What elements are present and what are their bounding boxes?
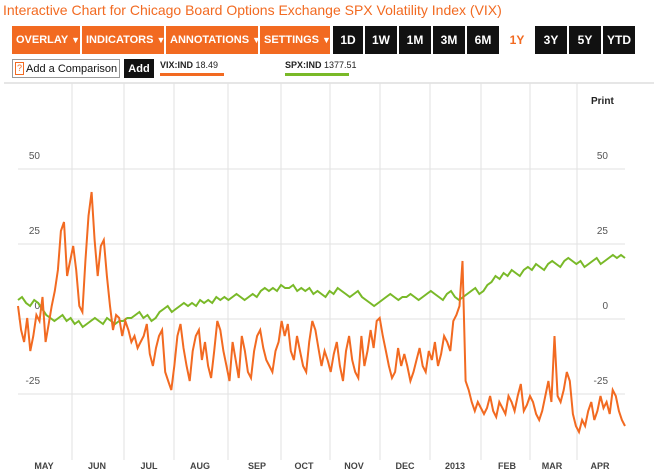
left-tick-label: 25 bbox=[29, 226, 41, 237]
x-axis: MAY JUN JUL AUG SEP OCT NOV DEC 2013 FEB MAR APR bbox=[34, 461, 610, 471]
x-tick-label: SEP bbox=[248, 461, 266, 471]
right-tick-label: 25 bbox=[597, 226, 609, 237]
left-tick-label: -25 bbox=[26, 376, 41, 387]
legend-vix-swatch bbox=[160, 73, 224, 76]
print-link[interactable]: Print bbox=[591, 96, 614, 107]
x-tick-label: DEC bbox=[395, 461, 415, 471]
vertical-gridlines bbox=[71, 83, 578, 460]
comparison-input[interactable]: ? Add a Comparison bbox=[12, 59, 120, 78]
settings-menu-button[interactable]: SETTINGS ▼ bbox=[260, 26, 331, 54]
range-3m-button[interactable]: 3M bbox=[433, 26, 465, 54]
left-tick-label: 50 bbox=[29, 151, 41, 162]
series-line-vix bbox=[17, 191, 626, 435]
legend-spx-swatch bbox=[285, 73, 349, 76]
range-6m-button[interactable]: 6M bbox=[467, 26, 499, 54]
range-5y-button[interactable]: 5Y bbox=[569, 26, 601, 54]
x-tick-label: OCT bbox=[295, 461, 315, 471]
legend-spx-value: 1377.51 bbox=[324, 60, 357, 70]
right-tick-label: 0 bbox=[602, 301, 608, 312]
right-tick-label: 50 bbox=[597, 151, 609, 162]
range-1w-button[interactable]: 1W bbox=[365, 26, 397, 54]
chevron-down-icon: ▼ bbox=[252, 35, 261, 45]
x-tick-label: MAY bbox=[34, 461, 53, 471]
annotations-menu-label: ANNOTATIONS bbox=[170, 34, 250, 46]
right-tick-label: -25 bbox=[594, 376, 609, 387]
range-ytd-button[interactable]: YTD bbox=[603, 26, 635, 54]
legend-vix: VIX:IND 18.49 bbox=[160, 60, 224, 76]
range-1m-button[interactable]: 1M bbox=[399, 26, 431, 54]
x-tick-label: AUG bbox=[190, 461, 210, 471]
indicators-menu-button[interactable]: INDICATORS ▼ bbox=[82, 26, 166, 54]
range-1d-button[interactable]: 1D bbox=[333, 26, 363, 54]
x-tick-label: APR bbox=[590, 461, 610, 471]
indicators-menu-label: INDICATORS bbox=[86, 34, 154, 46]
chart-toolbar: OVERLAY ▼ INDICATORS ▼ ANNOTATIONS ▼ SET… bbox=[12, 26, 637, 54]
chevron-down-icon: ▼ bbox=[322, 35, 331, 45]
chevron-down-icon: ▼ bbox=[71, 35, 81, 45]
legend-spx-symbol: SPX:IND bbox=[285, 60, 322, 70]
x-tick-label: 2013 bbox=[445, 461, 465, 471]
legend-vix-symbol: VIX:IND bbox=[160, 60, 194, 70]
annotations-menu-button[interactable]: ANNOTATIONS ▼ bbox=[166, 26, 261, 54]
x-tick-label: JUN bbox=[88, 461, 106, 471]
overlay-menu-button[interactable]: OVERLAY ▼ bbox=[12, 26, 80, 54]
left-tick-label: 0 bbox=[34, 301, 40, 312]
legend-vix-value: 18.49 bbox=[195, 60, 219, 70]
range-3y-button[interactable]: 3Y bbox=[535, 26, 567, 54]
range-1y-button[interactable]: 1Y bbox=[501, 26, 533, 54]
chevron-down-icon: ▼ bbox=[156, 35, 166, 45]
x-tick-label: NOV bbox=[344, 461, 364, 471]
add-comparison-button[interactable]: Add bbox=[124, 59, 154, 78]
left-axis: 50 25 0 -25 bbox=[26, 151, 41, 387]
overlay-menu-label: OVERLAY bbox=[16, 34, 69, 46]
x-tick-label: MAR bbox=[542, 461, 563, 471]
x-tick-label: FEB bbox=[498, 461, 517, 471]
x-tick-label: JUL bbox=[140, 461, 158, 471]
settings-menu-label: SETTINGS bbox=[264, 34, 320, 46]
page-title: Interactive Chart for Chicago Board Opti… bbox=[3, 2, 502, 18]
right-axis: 50 25 0 -25 bbox=[594, 151, 609, 387]
legend-spx: SPX:IND 1377.51 bbox=[285, 60, 357, 76]
comparison-placeholder: Add a Comparison bbox=[26, 62, 118, 75]
help-icon[interactable]: ? bbox=[15, 62, 25, 75]
